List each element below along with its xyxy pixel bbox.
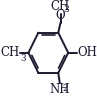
- Text: CH: CH: [51, 0, 70, 13]
- Text: O: O: [56, 9, 65, 22]
- Text: OH: OH: [77, 46, 97, 59]
- Text: 3: 3: [63, 5, 68, 14]
- Text: 3: 3: [20, 54, 26, 63]
- Text: 2: 2: [63, 84, 68, 93]
- Text: NH: NH: [50, 83, 70, 97]
- Text: CH: CH: [0, 46, 19, 59]
